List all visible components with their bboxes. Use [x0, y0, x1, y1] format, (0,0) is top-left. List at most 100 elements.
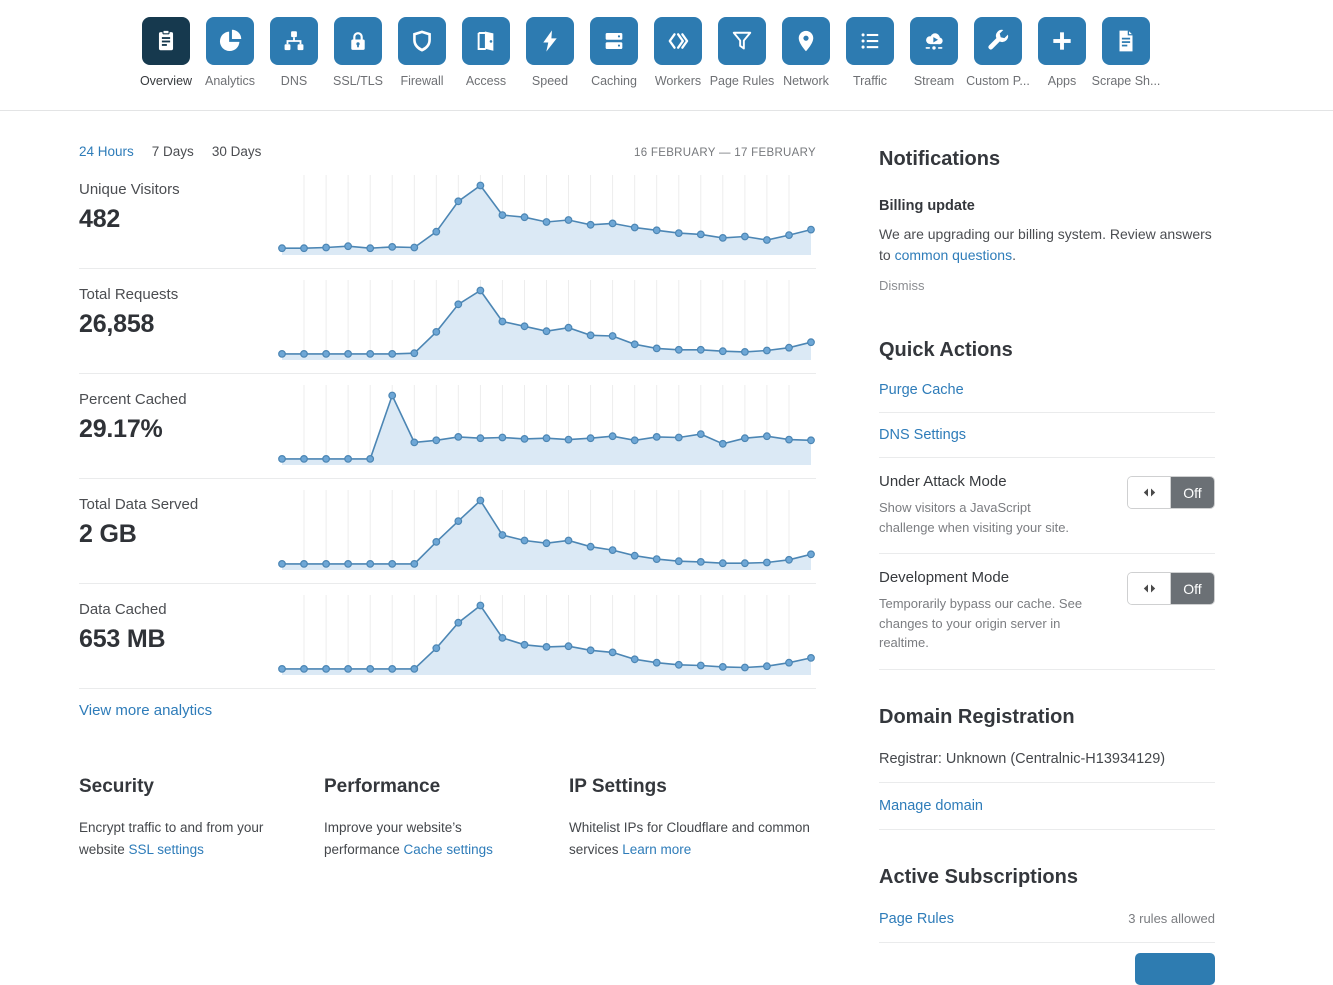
metric-label: Total Data Served: [79, 496, 199, 513]
metric-info: Percent Cached 29.17%: [79, 374, 277, 478]
nav-item-label: Caching: [591, 74, 637, 88]
nav-item-label: Overview: [139, 74, 193, 88]
nav-item-network[interactable]: Network: [782, 17, 830, 88]
partial-action-button[interactable]: [1135, 952, 1215, 985]
metric-info: Total Requests 26,858: [79, 269, 277, 373]
nav-item-ssl-tls[interactable]: SSL/TLS: [332, 17, 384, 88]
speed-icon: [526, 17, 574, 65]
tab-7-days[interactable]: 7 Days: [151, 144, 194, 159]
toggle-state-label: Off: [1171, 573, 1214, 604]
nav-item-page-rules[interactable]: Page Rules: [710, 17, 774, 88]
analytics-toolbar: 24 Hours 7 Days 30 Days 16 FEBRUARY — 17 F…: [79, 144, 816, 164]
nav-item-label: Speed: [531, 74, 569, 88]
toggle-description: Temporarily bypass our cache. See change…: [879, 596, 1083, 650]
section-text: Improve your website’s performance Cache…: [324, 820, 493, 857]
caching-icon: [590, 17, 638, 65]
sparkline-chart: [278, 280, 815, 360]
metric-row-data-cached: Data Cached 653 MB: [79, 584, 816, 689]
metric-label: Percent Cached: [79, 391, 187, 408]
metric-row-total-data-served: Total Data Served 2 GB: [79, 479, 816, 584]
nav-item-label: Page Rules: [709, 74, 775, 88]
metric-info: Total Data Served 2 GB: [79, 479, 277, 583]
toggle-arrows-icon: [1128, 477, 1171, 508]
metric-value: 2 GB: [79, 520, 137, 548]
page-rules-icon: [718, 17, 766, 65]
nav-item-label: Scrape Sh...: [1091, 74, 1161, 88]
toggle-arrows-icon: [1128, 573, 1171, 604]
access-icon: [462, 17, 510, 65]
notification-billing-update: Billing update We are upgrading our bill…: [879, 198, 1215, 293]
nav-item-stream[interactable]: Stream: [910, 17, 958, 88]
top-nav: Overview Analytics DNS SSL/TLS Firewall Acces…: [139, 17, 1160, 88]
metric-info: Data Cached 653 MB: [79, 584, 277, 688]
cache-settings-link[interactable]: Cache settings: [403, 841, 493, 857]
metric-label: Total Requests: [79, 286, 179, 303]
under-attack-mode-row: Under Attack Mode Show visitors a JavaScr…: [879, 458, 1215, 554]
tab-30-days[interactable]: 30 Days: [211, 144, 262, 159]
nav-item-access[interactable]: Access: [462, 17, 510, 88]
workers-icon: [654, 17, 702, 65]
nav-item-label: DNS: [280, 74, 308, 88]
purge-cache-link[interactable]: Purge Cache: [879, 382, 964, 398]
nav-item-caching[interactable]: Caching: [590, 17, 638, 88]
development-mode-row: Development Mode Temporarily bypass our c…: [879, 554, 1215, 670]
nav-item-label: SSL/TLS: [332, 74, 384, 88]
ssl-settings-link[interactable]: SSL settings: [128, 841, 204, 857]
toggle-title: Development Mode: [879, 569, 1010, 586]
tab-24-hours[interactable]: 24 Hours: [79, 144, 134, 159]
nav-item-analytics[interactable]: Analytics: [205, 17, 255, 88]
nav-item-label: Firewall: [400, 74, 444, 88]
under-attack-mode-toggle[interactable]: Off: [1127, 476, 1215, 509]
dns-icon: [270, 17, 318, 65]
metric-value: 29.17%: [79, 415, 163, 443]
overview-icon: [142, 17, 190, 65]
apps-icon: [1038, 17, 1086, 65]
metric-row-unique-visitors: Unique Visitors 482: [79, 164, 816, 269]
view-more-analytics-link[interactable]: View more analytics: [79, 702, 213, 719]
dismiss-button[interactable]: Dismiss: [879, 278, 925, 293]
nav-item-traffic[interactable]: Traffic: [846, 17, 894, 88]
nav-item-label: Custom P...: [966, 74, 1030, 88]
nav-item-custom-p[interactable]: Custom P...: [966, 17, 1030, 88]
nav-item-overview[interactable]: Overview: [139, 17, 193, 88]
nav-item-label: Apps: [1047, 74, 1077, 88]
metric-row-percent-cached: Percent Cached 29.17%: [79, 374, 816, 479]
toggle-description: Show visitors a JavaScript challenge whe…: [879, 500, 1070, 535]
network-icon: [782, 17, 830, 65]
metric-label: Data Cached: [79, 601, 167, 618]
page-rules-link[interactable]: Page Rules: [879, 910, 954, 927]
subscriptions-list: Page Rules 3 rules allowed: [879, 889, 1215, 943]
nav-item-label: Traffic: [852, 74, 888, 88]
metric-value: 482: [79, 205, 121, 233]
time-range-tabs: 24 Hours 7 Days 30 Days: [79, 144, 261, 159]
notification-body: We are upgrading our billing system. Rev…: [879, 224, 1215, 266]
section-performance: Performance Improve your website’s perfor…: [324, 776, 569, 860]
notifications-heading: Notifications: [879, 148, 1001, 170]
nav-item-workers[interactable]: Workers: [654, 17, 702, 88]
metric-chart: [277, 269, 816, 373]
section-security: Security Encrypt traffic to and from your…: [79, 776, 324, 860]
nav-item-label: Network: [783, 74, 829, 88]
nav-item-apps[interactable]: Apps: [1038, 17, 1086, 88]
common-questions-link[interactable]: common questions: [894, 247, 1013, 263]
metric-chart: [277, 479, 816, 583]
learn-more-link[interactable]: Learn more: [622, 841, 692, 857]
nav-item-label: Workers: [654, 74, 702, 88]
ssl-tls-icon: [334, 17, 382, 65]
nav-item-speed[interactable]: Speed: [526, 17, 574, 88]
sparkline-chart: [278, 595, 815, 675]
active-subscriptions-heading: Active Subscriptions: [879, 865, 1078, 888]
toggle-info: Under Attack Mode Show visitors a JavaScr…: [879, 473, 1127, 537]
nav-item-scrape-sh[interactable]: Scrape Sh...: [1092, 17, 1160, 88]
dns-settings-link[interactable]: DNS Settings: [879, 427, 967, 443]
nav-item-label: Stream: [913, 74, 955, 88]
section-title: Performance: [324, 776, 441, 797]
quick-action-row: Purge Cache: [879, 368, 1215, 413]
manage-domain-link[interactable]: Manage domain: [879, 797, 983, 814]
stream-icon: [910, 17, 958, 65]
bottom-sections: Security Encrypt traffic to and from your…: [79, 776, 816, 860]
registrar-info: Registrar: Unknown (Centralnic-H13934129…: [879, 729, 1215, 783]
nav-item-firewall[interactable]: Firewall: [398, 17, 446, 88]
nav-item-dns[interactable]: DNS: [270, 17, 318, 88]
development-mode-toggle[interactable]: Off: [1127, 572, 1215, 605]
